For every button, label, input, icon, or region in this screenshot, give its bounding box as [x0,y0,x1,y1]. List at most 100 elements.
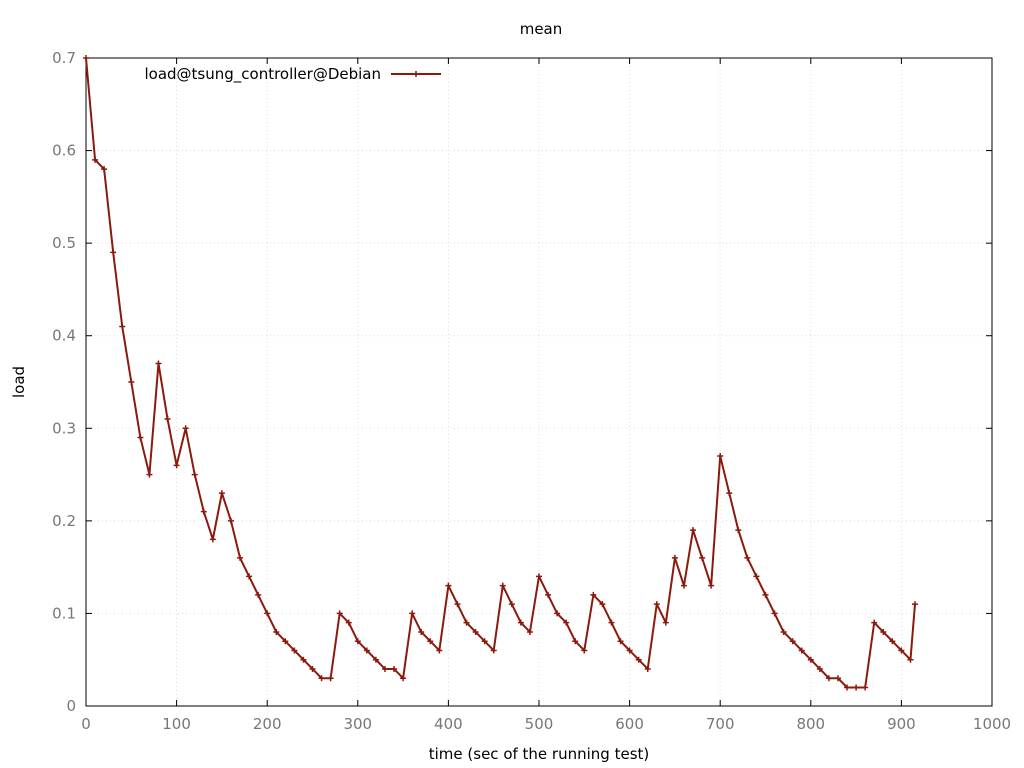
x-tick-label: 800 [796,715,825,733]
series-layer [83,55,918,691]
data-point-marker [662,619,669,626]
data-point-marker [853,684,860,691]
data-point-marker [898,647,905,654]
x-tick-label: 400 [434,715,463,733]
data-point-marker [227,517,234,524]
data-point-marker [463,619,470,626]
data-point-marker [617,638,624,645]
data-point-marker [110,249,117,256]
data-point-marker [680,582,687,589]
data-point-marker [83,55,89,61]
data-point-marker [318,675,325,682]
data-point-marker [526,628,533,635]
data-point-marker [173,462,180,469]
data-point-marker [436,647,443,654]
y-tick-label: 0.4 [52,327,76,345]
data-point-marker [644,665,651,672]
data-point-marker [218,490,225,497]
data-point-marker [101,166,108,173]
data-point-marker [354,638,361,645]
data-point-marker [372,656,379,663]
data-point-marker [744,554,751,561]
data-point-marker [191,471,198,478]
data-point-marker [717,453,724,460]
data-point-marker [508,601,515,608]
legend: load@tsung_controller@Debian [144,65,441,84]
data-point-marker [255,591,262,598]
data-point-marker [309,665,316,672]
x-axis-title: time (sec of the running test) [429,745,650,763]
data-point-marker [427,638,434,645]
data-point-marker [200,508,207,515]
y-tick-label: 0.2 [52,512,76,530]
data-point-marker [726,490,733,497]
data-point-marker [454,601,461,608]
data-point-marker [400,675,407,682]
data-point-marker [834,675,841,682]
data-point-marker [264,610,271,617]
legend-label: load@tsung_controller@Debian [144,65,381,84]
data-point-marker [911,601,918,608]
x-tick-label: 0 [81,715,91,733]
chart-title: mean [520,20,563,38]
data-point-marker [291,647,298,654]
data-point-marker [735,527,742,534]
data-point-marker [753,573,760,580]
series-line [85,57,916,689]
data-point-marker [517,619,524,626]
data-point-marker [635,656,642,663]
data-point-marker [273,628,280,635]
data-point-marker [345,619,352,626]
data-point-marker [92,156,99,163]
data-point-marker [871,619,878,626]
data-point-marker [762,591,769,598]
data-point-marker [182,425,189,432]
axis-ticks: 0 100 200 300 400 500 600 700 800 900 1000 0 0.1 0.2 0… [52,49,1011,733]
data-point-marker [327,675,334,682]
y-tick-label: 0.5 [52,234,76,252]
data-point-marker [907,656,914,663]
data-point-marker [572,638,579,645]
data-point-marker [155,360,162,367]
data-point-marker [816,665,823,672]
data-point-marker [807,656,814,663]
data-point-marker [554,610,561,617]
x-tick-label: 600 [615,715,644,733]
data-point-marker [336,610,343,617]
data-point-marker [418,628,425,635]
data-point-marker [536,573,542,580]
data-point-marker [590,591,597,598]
data-point-marker [445,582,452,589]
data-point-marker [499,582,506,589]
data-point-marker [563,619,570,626]
data-point-marker [608,619,615,626]
data-point-marker [880,628,887,635]
y-tick-label: 0.7 [52,49,76,67]
data-point-marker [481,638,488,645]
data-point-marker [381,665,388,672]
legend-marker-glyph [413,71,419,77]
grid [86,58,992,706]
y-tick-label: 0.6 [52,142,76,160]
data-point-marker [119,323,126,330]
data-point-marker [409,610,416,617]
data-point-marker [599,601,606,608]
legend-marker [413,71,419,77]
data-point-marker [128,379,135,385]
data-point-marker [282,638,289,645]
x-tick-label: 700 [706,715,735,733]
data-point-marker [671,554,678,561]
data-point-marker [246,573,253,580]
data-point-marker [490,647,497,654]
data-point-marker [164,416,171,423]
x-tick-label: 300 [343,715,372,733]
data-point-marker [708,582,715,589]
data-point-marker [699,554,706,561]
data-point-marker [137,434,144,441]
data-point-marker [653,601,660,608]
y-tick-label: 0 [66,697,76,715]
y-tick-label: 0.1 [52,604,76,622]
data-point-marker [825,675,832,682]
x-tick-label: 100 [162,715,191,733]
